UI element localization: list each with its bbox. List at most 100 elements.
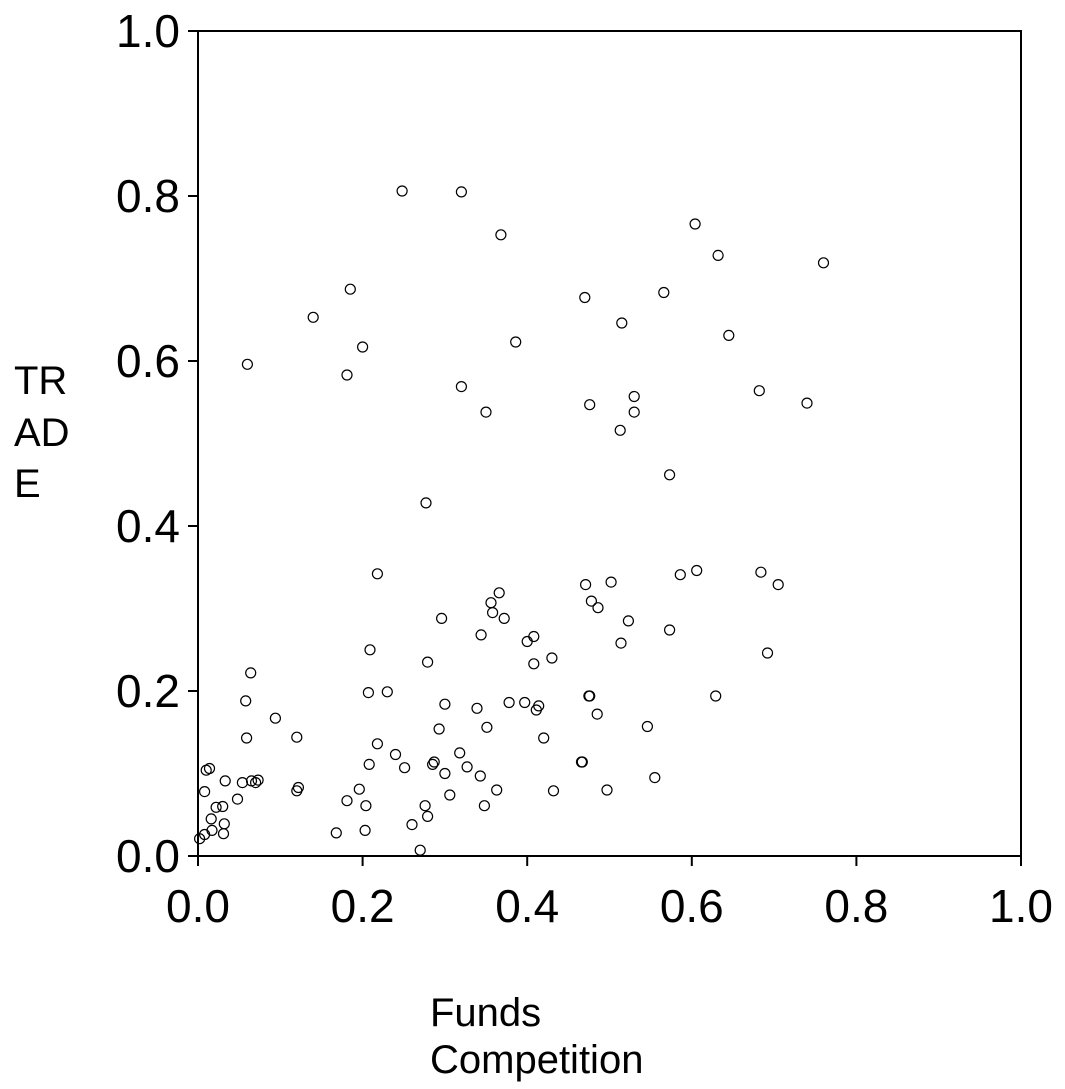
y-axis-title-line-3: E (14, 462, 41, 506)
data-point (712, 249, 724, 261)
x-tick-label: 0.6 (660, 880, 724, 932)
data-point (475, 629, 487, 641)
data-point (428, 756, 440, 768)
data-point (444, 789, 456, 801)
data-point (576, 756, 588, 768)
y-tick-label: 0.0 (116, 830, 180, 882)
data-point (240, 695, 252, 707)
data-point (381, 686, 393, 698)
data-point (206, 824, 218, 837)
data-point (755, 566, 767, 578)
x-tick-labels: 0.0 0.2 0.4 0.6 0.8 1.0 (166, 880, 1053, 932)
data-point (663, 624, 676, 636)
data-point (439, 767, 451, 780)
data-point (510, 336, 522, 348)
data-point (519, 696, 531, 709)
data-point (360, 800, 372, 812)
data-point (359, 824, 371, 837)
data-point (495, 229, 507, 241)
x-tick-label: 0.8 (824, 880, 888, 932)
data-point (614, 424, 626, 436)
data-point (592, 602, 604, 614)
data-point (396, 185, 408, 197)
data-point (454, 747, 466, 759)
data-point (433, 723, 445, 735)
data-point (710, 690, 722, 702)
y-axis-title-line-1: TR (14, 359, 67, 403)
data-point (389, 748, 402, 761)
data-point (591, 708, 603, 720)
data-point (362, 686, 374, 699)
data-point (481, 721, 493, 733)
data-point (422, 656, 434, 668)
data-points (194, 185, 830, 856)
y-tick-label: 1.0 (116, 5, 180, 57)
data-point (364, 644, 376, 656)
data-point (480, 406, 492, 418)
data-point (241, 732, 253, 744)
data-point (547, 785, 560, 797)
data-point (584, 399, 596, 411)
y-tick-label: 0.4 (116, 500, 180, 552)
data-point (236, 776, 248, 789)
data-point (210, 801, 222, 813)
data-point (674, 569, 686, 581)
data-point (455, 186, 467, 198)
data-point (307, 311, 319, 323)
data-point (521, 635, 533, 648)
data-point (753, 385, 765, 397)
data-point (217, 828, 230, 840)
data-point (245, 667, 257, 679)
data-point (363, 758, 375, 771)
data-point (218, 818, 230, 830)
data-point (579, 291, 591, 304)
data-point (584, 690, 596, 702)
data-point (478, 800, 490, 812)
data-point (641, 720, 654, 733)
y-tick-label: 0.6 (116, 335, 180, 387)
data-point (427, 758, 439, 771)
x-axis-title-line-1: Funds (430, 991, 541, 1035)
data-point (474, 770, 486, 782)
data-point (658, 286, 670, 299)
data-point (546, 652, 558, 664)
data-point (628, 390, 640, 403)
data-point (252, 774, 264, 786)
data-point (406, 818, 418, 831)
x-tick-label: 0.0 (166, 880, 230, 932)
y-tick-label: 0.8 (116, 170, 180, 222)
data-point (649, 771, 661, 784)
data-point (471, 702, 483, 714)
data-point (615, 637, 627, 649)
data-point (498, 612, 510, 625)
data-point (292, 781, 304, 794)
x-axis-title-line-2: Competition (430, 1038, 643, 1082)
data-point (628, 406, 640, 418)
y-axis-title-line-2: AD (14, 411, 70, 455)
data-point (493, 587, 505, 599)
data-point (538, 732, 550, 744)
data-point (622, 615, 635, 627)
data-point (371, 738, 383, 750)
data-point (491, 784, 503, 796)
data-point (436, 612, 448, 625)
data-point (203, 762, 216, 775)
data-point (353, 783, 365, 795)
data-point (399, 762, 411, 774)
x-tick-label: 0.2 (331, 880, 395, 932)
data-point (341, 369, 353, 381)
data-point (420, 497, 432, 509)
data-point (601, 784, 613, 796)
data-point (533, 700, 545, 712)
data-point (231, 793, 244, 805)
data-point (817, 257, 830, 269)
data-point (723, 329, 735, 341)
data-point (579, 578, 592, 591)
data-point (371, 568, 383, 580)
data-point (528, 630, 540, 643)
data-point (663, 469, 676, 481)
data-point (341, 795, 353, 807)
data-point (357, 341, 369, 353)
data-point (291, 731, 303, 743)
data-point (219, 775, 231, 787)
